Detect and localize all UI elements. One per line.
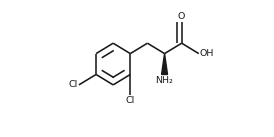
Text: OH: OH	[200, 49, 214, 58]
Text: NH₂: NH₂	[156, 76, 173, 85]
Polygon shape	[162, 54, 167, 74]
Text: O: O	[178, 12, 185, 21]
Text: Cl: Cl	[68, 80, 78, 89]
Text: Cl: Cl	[126, 96, 135, 105]
